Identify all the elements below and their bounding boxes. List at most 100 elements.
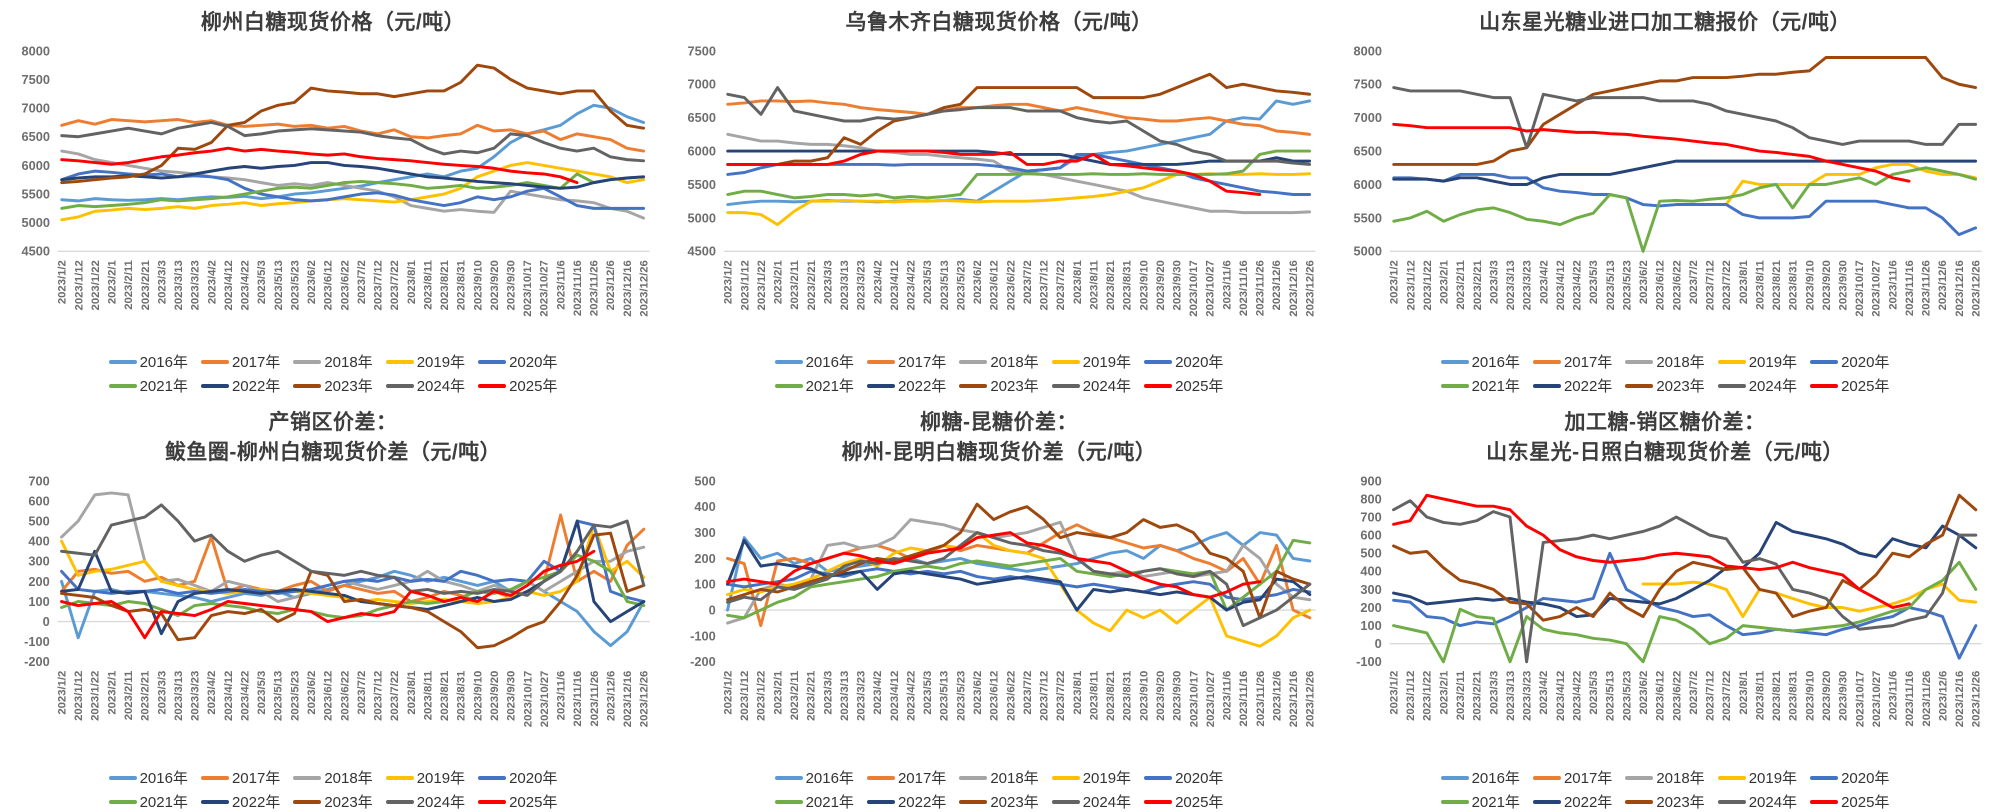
legend-item-year-2019: 2019年 [1717, 767, 1797, 788]
x-axis-tick-label: 2023/9/30 [1172, 671, 1184, 721]
x-axis-tick-label: 2023/10/27 [1205, 671, 1217, 728]
legend-item-year-2025: 2025年 [1144, 375, 1223, 396]
x-axis-tick-label: 2023/4/2 [872, 671, 884, 715]
y-axis-tick-label: 7000 [22, 101, 50, 116]
legend-swatch [1717, 799, 1746, 804]
series-line-year-2023 [1392, 56, 1978, 167]
series-line-year-2023 [60, 531, 646, 650]
x-axis-tick-label: 2023/9/10 [472, 261, 484, 311]
legend-label: 2025年 [509, 794, 558, 811]
legend-label: 2023年 [990, 794, 1039, 811]
legend-label: 2024年 [1748, 378, 1798, 395]
legend-label: 2018年 [324, 354, 373, 371]
legend-row: 2016年 2017年 2018年 2019年 2020年 [1440, 767, 1889, 788]
legend-item-year-2017: 2017年 [1532, 767, 1612, 788]
legend-item-year-2022: 2022年 [200, 375, 280, 396]
legend-item-year-2016: 2016年 [108, 767, 188, 788]
legend-swatch [293, 775, 322, 780]
x-axis-tick-label: 2023/3/13 [1505, 671, 1517, 721]
x-axis-tick-label: 2023/11/26 [589, 261, 601, 317]
legend-item-year-2025: 2025年 [1810, 791, 1889, 812]
legend-label: 2023年 [990, 378, 1039, 395]
legend-item-year-2017: 2017年 [1532, 351, 1612, 372]
legend-row: 2021年 2022年 2023年 2024年 2025年 [774, 791, 1223, 812]
y-axis-tick-label: 7000 [688, 77, 716, 92]
x-axis-tick-label: 2023/1/2 [57, 261, 69, 305]
chart-cell-xingguang-rizhao-spread: 加工糖-销区糖价差： 山东星光-日照白糖现货价差（元/吨） 900 800 700 6… [1332, 396, 1998, 812]
chart-title: 山东星光糖业进口加工糖报价（元/吨） [1479, 8, 1851, 41]
legend-label: 2024年 [1082, 378, 1132, 395]
x-axis-tick-label: 2023/7/12 [1705, 261, 1717, 311]
y-axis-tick-label: 400 [694, 499, 715, 514]
x-axis-tick-label: 2023/5/13 [1605, 261, 1617, 311]
x-axis-tick-label: 2023/10/17 [1188, 671, 1200, 728]
x-axis-tick-label: 2023/7/22 [1721, 261, 1733, 311]
chart-title-line: 山东星光-日照白糖现货价差（元/吨） [1486, 440, 1844, 464]
legend-swatch [385, 383, 414, 388]
legend-swatch [1051, 775, 1080, 780]
x-axis-tick-label: 2023/2/21 [140, 671, 152, 721]
legend-swatch [1051, 799, 1080, 804]
legend-swatch [1625, 799, 1654, 804]
x-axis-tick-label: 2023/8/21 [439, 261, 451, 311]
x-axis-tick-label: 2023/1/2 [56, 671, 68, 715]
chart-cell-liuzhou-kunming-spread: 柳糖-昆糖价差： 柳州-昆明白糖现货价差（元/吨） 500 400 300 200 10… [666, 396, 1332, 812]
legend-swatch [1625, 775, 1654, 780]
series-line-year-2024 [1392, 86, 1978, 150]
y-axis-tick-label: 7500 [688, 44, 716, 59]
legend-swatch [959, 799, 988, 804]
x-axis-tick-label: 2023/1/12 [73, 261, 85, 311]
x-axis-tick-label: 2023/11/6 [1221, 261, 1233, 311]
chart-plot: 700 600 500 400 300 200 100 0 -100 -200 2023/1/2 20… [24, 473, 651, 727]
legend-label: 2025年 [1841, 378, 1890, 395]
y-axis-tick-label: 6000 [688, 144, 716, 159]
y-axis-tick-label: 6500 [1354, 144, 1382, 159]
legend-label: 2022年 [1563, 378, 1613, 395]
x-axis-tick-label: 2023/6/12 [323, 671, 335, 721]
legend-label: 2018年 [324, 770, 373, 787]
series-line-year-2017 [726, 99, 1312, 137]
chart-title-line: 乌鲁木齐白糖现货价格（元/吨） [845, 11, 1153, 34]
y-axis-tick-label: 600 [1360, 527, 1381, 542]
legend-swatch [1532, 799, 1561, 804]
legend-swatch [478, 383, 507, 388]
x-axis-tick-label: 2023/2/21 [1472, 261, 1484, 311]
legend-label: 2019年 [1082, 770, 1132, 787]
legend-swatch [108, 799, 137, 804]
legend-item-year-2018: 2018年 [293, 767, 373, 788]
chart-title-line: 鲅鱼圈-柳州白糖现货价差（元/吨） [164, 440, 502, 464]
series-line-year-2019 [1691, 163, 1978, 207]
x-axis-tick-label: 2023/6/12 [989, 671, 1001, 721]
legend-label: 2022年 [897, 378, 947, 395]
legend-label: 2021年 [139, 378, 188, 395]
x-axis-tick-label: 2023/6/12 [1655, 671, 1667, 721]
x-axis-tick-label: 2023/3/3 [1488, 261, 1500, 305]
legend-label: 2017年 [897, 770, 947, 787]
x-axis-tick-label: 2023/5/23 [955, 671, 967, 721]
x-axis-tick-label: 2023/4/22 [1571, 671, 1583, 721]
legend-row: 2016年 2017年 2018年 2019年 2020年 [108, 767, 558, 788]
series-line-year-2018 [60, 491, 646, 603]
x-axis-tick-label: 2023/7/22 [389, 261, 401, 311]
legend-label: 2020年 [509, 770, 558, 787]
legend-swatch [1440, 359, 1469, 364]
y-axis-tick-label: 5500 [688, 177, 716, 192]
x-axis-tick-label: 2023/10/27 [1871, 261, 1883, 318]
x-axis-tick-label: 2023/9/30 [1838, 671, 1850, 721]
legend-label: 2022年 [897, 794, 947, 811]
x-axis-tick-label: 2023/9/10 [1138, 261, 1150, 311]
x-axis-tick-label: 2023/11/6 [1887, 261, 1899, 311]
x-axis-tick-label: 2023/1/12 [739, 671, 751, 721]
legend-label: 2020年 [509, 354, 558, 371]
legend-swatch [1440, 775, 1469, 780]
legend-swatch [1051, 359, 1080, 364]
legend-label: 2024年 [416, 794, 466, 811]
x-axis-tick-label: 2023/8/1 [1072, 261, 1084, 305]
y-axis-tick-label: 400 [1360, 564, 1381, 579]
x-axis-tick-label: 2023/8/1 [1072, 671, 1084, 715]
legend-item-year-2016: 2016年 [108, 351, 188, 372]
legend-row: 2021年 2022年 2023年 2024年 2025年 [108, 791, 558, 812]
series-line-year-2022 [60, 161, 646, 191]
series-line-year-2023 [60, 64, 646, 185]
legend-swatch [959, 775, 988, 780]
